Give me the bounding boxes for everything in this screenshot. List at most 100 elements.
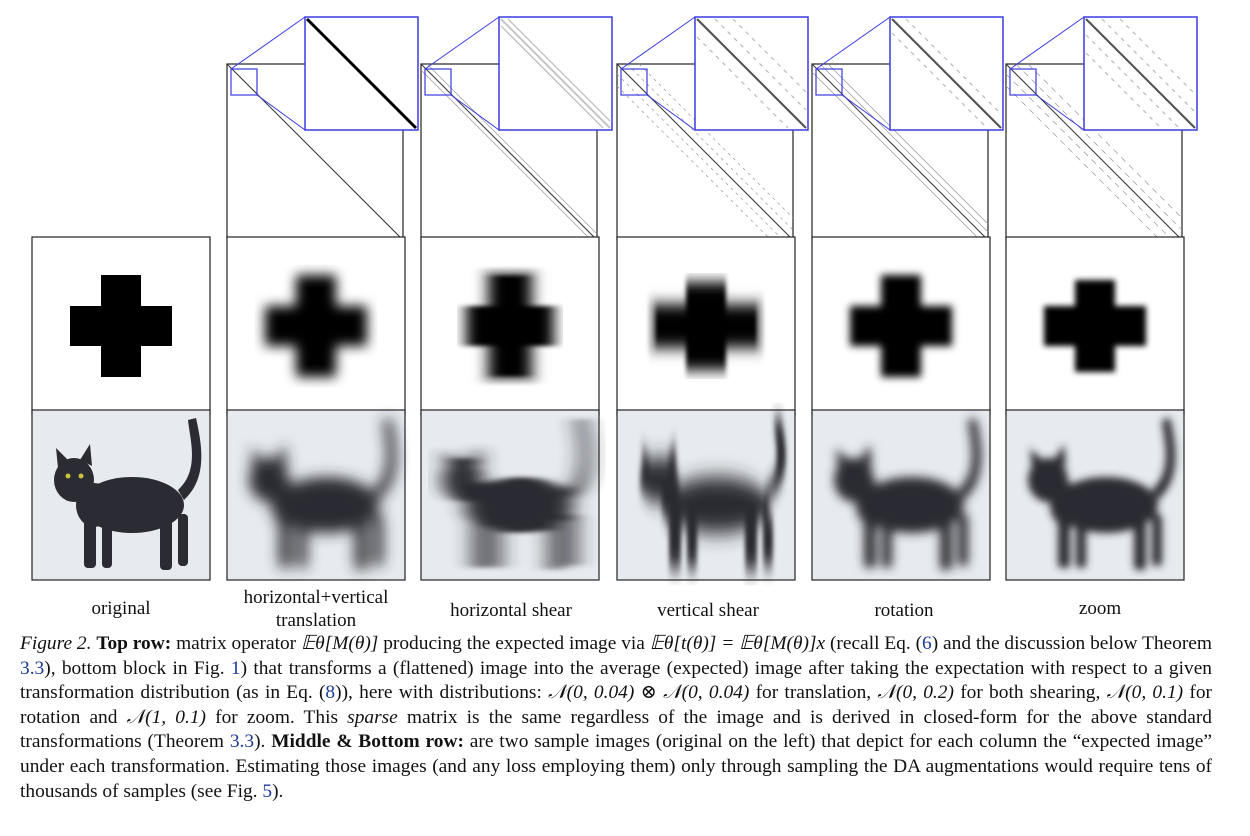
cross-vertical-bar xyxy=(296,275,336,377)
cat-figure xyxy=(639,418,787,570)
cat-panel-hshear xyxy=(420,409,600,581)
cat-row xyxy=(31,409,1185,581)
ref-theorem-3-3-second[interactable]: 3.3 xyxy=(229,731,255,753)
matrix-off-diagonal xyxy=(1027,63,1183,219)
zoom-off-diagonal xyxy=(891,32,988,129)
formula-expected-operator: 𝔼θ[M(θ)] xyxy=(301,633,379,654)
matrix-panel-rotation xyxy=(811,16,1004,241)
cat-leg xyxy=(297,522,307,568)
cat-chest xyxy=(465,483,501,527)
cross-blur-halo xyxy=(649,300,763,352)
zoom-connector xyxy=(450,94,500,131)
ref-eq-6[interactable]: 6 xyxy=(922,633,932,654)
figure-panel xyxy=(31,16,1198,581)
cross-panel-translation xyxy=(226,236,406,416)
zoom-connector xyxy=(815,16,891,70)
cross-row xyxy=(31,236,1185,416)
ref-theorem-3-3[interactable]: 3.3 xyxy=(20,657,45,679)
cat-chest xyxy=(1050,483,1086,527)
cat-tail xyxy=(178,418,202,500)
cat-leg xyxy=(567,514,577,566)
cat-ear xyxy=(80,444,92,466)
cross-shape xyxy=(850,275,952,377)
cat-tail xyxy=(373,418,397,500)
zoom-connector xyxy=(230,16,306,70)
zoom-connector xyxy=(1009,16,1085,70)
cat-panel-zoom xyxy=(1005,409,1185,581)
cat-leg xyxy=(549,518,561,570)
middle-bottom-row-label: Middle & Bottom row: xyxy=(271,731,464,753)
zoom-source-box xyxy=(424,68,452,96)
cat-figure xyxy=(834,418,982,570)
cat-figure xyxy=(443,418,591,570)
column-label-vertical-shear: vertical shear xyxy=(657,600,759,621)
caption-text: ) that transforms a (flattened) image in… xyxy=(20,657,1212,704)
column-label-rotation: rotation xyxy=(874,600,934,621)
cat-leg xyxy=(279,520,291,568)
cross-shape xyxy=(265,275,367,377)
zoom-diagonal xyxy=(891,18,1002,129)
zoom-off-diagonal xyxy=(714,18,807,111)
caption-text: are two sample images (original on the l… xyxy=(20,731,1213,802)
cross-shape xyxy=(649,282,763,370)
cross-shape xyxy=(1044,280,1146,372)
dist-translation: 𝒩(0, 0.04) ⊗ 𝒩(0, 0.04) xyxy=(548,682,750,704)
caption-text: for rotation and xyxy=(20,682,1212,728)
cross-shape xyxy=(70,275,172,377)
matrix-diagonal xyxy=(420,63,598,241)
cat-leg xyxy=(1076,522,1086,568)
cat-leg xyxy=(864,520,876,568)
cat-leg xyxy=(1058,520,1070,568)
caption-text: )), here with distributions: xyxy=(335,682,549,704)
zoom-connector xyxy=(1035,94,1085,131)
formula-expected-image: 𝔼θ[t(θ)] = 𝔼θ[M(θ)]x xyxy=(649,633,826,654)
cat-leg xyxy=(84,520,96,568)
zoom-connector xyxy=(256,94,306,131)
cat-ear xyxy=(860,444,872,466)
matrix-diagonal xyxy=(226,63,404,241)
cat-ear xyxy=(1054,444,1066,466)
column-label-zoom: zoom xyxy=(1078,598,1122,619)
matrix-off-diagonal xyxy=(819,63,989,233)
cat-leg xyxy=(745,518,757,570)
figure-caption: Figure 2. Top row: matrix operator 𝔼θ[M(… xyxy=(20,632,1212,804)
cat-leg xyxy=(160,518,172,570)
ref-fig-1[interactable]: 1 xyxy=(230,657,241,679)
ref-eq-8[interactable]: 8 xyxy=(325,682,336,704)
cat-chest xyxy=(661,483,697,527)
cat-ear xyxy=(836,448,850,468)
zoom-diagonal xyxy=(696,18,807,129)
ref-fig-5[interactable]: 5 xyxy=(262,780,273,802)
caption-text: (recall Eq. ( xyxy=(825,633,923,654)
cat-leg xyxy=(1152,514,1162,566)
cat-panel-rotation xyxy=(811,409,991,581)
caption-text: matrix is the same regardless of the ima… xyxy=(20,706,1212,753)
cross-panel-original xyxy=(31,236,211,416)
matrix-off-diagonal xyxy=(1005,85,1161,241)
zoom-diagonal xyxy=(500,18,611,129)
cat-ear xyxy=(275,444,287,466)
column-label-translation: horizontal+vertical translation xyxy=(243,587,389,631)
matrix-off-diagonal xyxy=(426,63,598,235)
cross-vertical-bar xyxy=(1075,280,1115,372)
matrix-diagonal xyxy=(1005,63,1183,241)
sparse-word: sparse xyxy=(347,706,398,728)
cat-leg xyxy=(687,522,697,568)
cat-ear xyxy=(665,444,677,466)
zoom-source-box xyxy=(1009,68,1037,96)
cat-leg xyxy=(102,522,112,568)
zoom-diagonal xyxy=(1085,18,1196,129)
caption-text: matrix operator xyxy=(171,633,301,654)
matrix-diagonal xyxy=(811,63,989,241)
column-label-horizontal-shear: horizontal shear xyxy=(450,600,572,621)
cat-ear xyxy=(1030,448,1044,468)
cat-leg xyxy=(178,514,188,566)
dist-zoom: 𝒩(1, 0.1) xyxy=(126,706,206,728)
cross-panel-rotation xyxy=(811,236,991,416)
cat-figure xyxy=(1028,418,1176,570)
matrix-off-diagonal xyxy=(827,63,989,225)
cat-panel-original xyxy=(31,409,211,581)
cat-leg xyxy=(958,514,968,566)
cross-shape xyxy=(466,269,554,383)
cat-leg xyxy=(940,518,952,570)
